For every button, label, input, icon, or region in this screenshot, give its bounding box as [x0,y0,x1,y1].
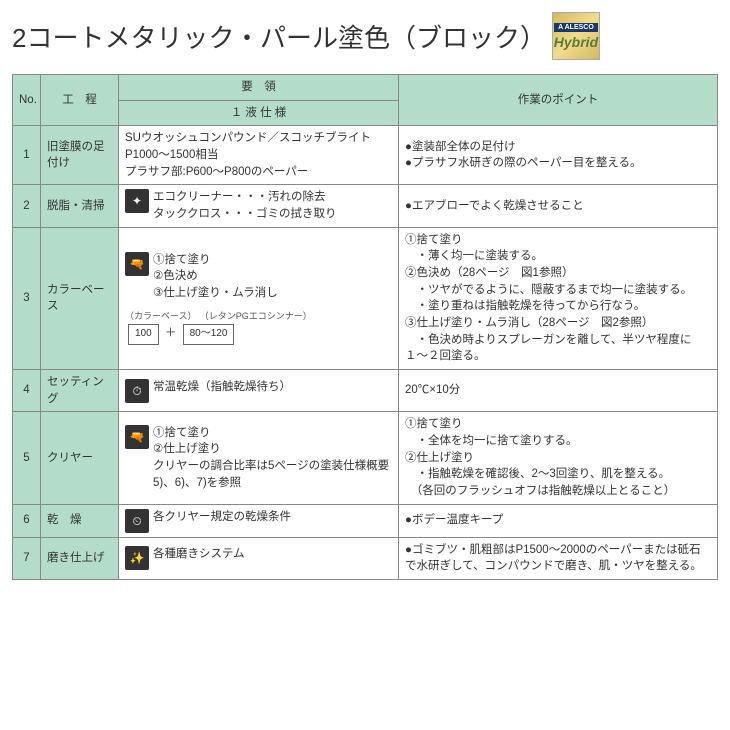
cell-spec: 🔫 ①捨て塗り ②色決め ③仕上げ塗り・ムラ消し （カラーベース） （レタンPG… [119,227,399,369]
page-header: 2コートメタリック・パール塗色（ブロック） A ALESCO Hybrid [12,12,718,60]
th-spec: １ 液 仕 様 [119,100,399,126]
th-main: 要 領 [119,75,399,101]
cell-no: 3 [13,227,41,369]
spray-icon: 🔫 [125,425,149,449]
table-row: 5 クリヤー 🔫 ①捨て塗り ②仕上げ塗り クリヤーの調合比率は5ページの塗装仕… [13,412,718,504]
th-point: 作業のポイント [399,75,718,126]
table-row: 4 セッティング ⏱ 常温乾燥（指触乾燥待ち） 20℃×10分 [13,370,718,412]
cell-spec: SUウオッシュコンパウンド／スコッチブライトP1000〜1500相当 プラサフ部… [119,126,399,185]
table-row: 7 磨き仕上げ ✨ 各種磨きシステム ●ゴミブツ・肌粗部はP1500〜2000の… [13,537,718,579]
cell-process: 脱脂・清掃 [41,185,119,227]
table-row: 2 脱脂・清掃 ✦ エコクリーナー・・・汚れの除去 タッククロス・・・ゴミの拭き… [13,185,718,227]
process-table: No. 工 程 要 領 作業のポイント １ 液 仕 様 1 旧塗膜の足付け SU… [12,74,718,580]
cell-spec: ✦ エコクリーナー・・・汚れの除去 タッククロス・・・ゴミの拭き取り [119,185,399,227]
cell-process: カラーベース [41,227,119,369]
table-row: 6 乾 燥 ⏲ 各クリヤー規定の乾燥条件 ●ボデー温度キープ [13,504,718,537]
cell-no: 7 [13,537,41,579]
cell-point: ①捨て塗り ・全体を均一に捨て塗りする。 ②仕上げ塗り ・指触乾燥を確認後、2〜… [399,412,718,504]
th-no: No. [13,75,41,126]
brand-logo: A ALESCO Hybrid [552,12,600,60]
cell-point: ●ボデー温度キープ [399,504,718,537]
logo-brand: A ALESCO [554,23,598,32]
cell-process: セッティング [41,370,119,412]
cell-spec: ✨ 各種磨きシステム [119,537,399,579]
th-process: 工 程 [41,75,119,126]
clock-icon: ⏲ [125,509,149,533]
cell-no: 5 [13,412,41,504]
cell-point: ●エアブローでよく乾燥させること [399,185,718,227]
logo-sub: Hybrid [554,34,598,50]
cell-process: 磨き仕上げ [41,537,119,579]
cell-process: 旧塗膜の足付け [41,126,119,185]
cell-point: ●塗装部全体の足付け ●プラサフ水研ぎの際のペーパー目を整える。 [399,126,718,185]
cell-process: 乾 燥 [41,504,119,537]
table-row: 3 カラーベース 🔫 ①捨て塗り ②色決め ③仕上げ塗り・ムラ消し （カラーベー… [13,227,718,369]
cell-no: 1 [13,126,41,185]
cell-process: クリヤー [41,412,119,504]
cleaner-icon: ✦ [125,189,149,213]
cell-no: 2 [13,185,41,227]
cell-spec: 🔫 ①捨て塗り ②仕上げ塗り クリヤーの調合比率は5ページの塗装仕様概要5)、6… [119,412,399,504]
cell-point: 20℃×10分 [399,370,718,412]
timer-icon: ⏱ [125,379,149,403]
cell-no: 4 [13,370,41,412]
spray-icon: 🔫 [125,252,149,276]
cell-spec: ⏱ 常温乾燥（指触乾燥待ち） [119,370,399,412]
cell-point: ①捨て塗り ・薄く均一に塗装する。 ②色決め（28ページ 図1参照） ・ツヤがで… [399,227,718,369]
page-title: 2コートメタリック・パール塗色（ブロック） [12,18,546,55]
cell-spec: ⏲ 各クリヤー規定の乾燥条件 [119,504,399,537]
polish-icon: ✨ [125,546,149,570]
cell-point: ●ゴミブツ・肌粗部はP1500〜2000のペーパーまたは砥石で水研ぎして、コンパ… [399,537,718,579]
cell-no: 6 [13,504,41,537]
table-row: 1 旧塗膜の足付け SUウオッシュコンパウンド／スコッチブライトP1000〜15… [13,126,718,185]
